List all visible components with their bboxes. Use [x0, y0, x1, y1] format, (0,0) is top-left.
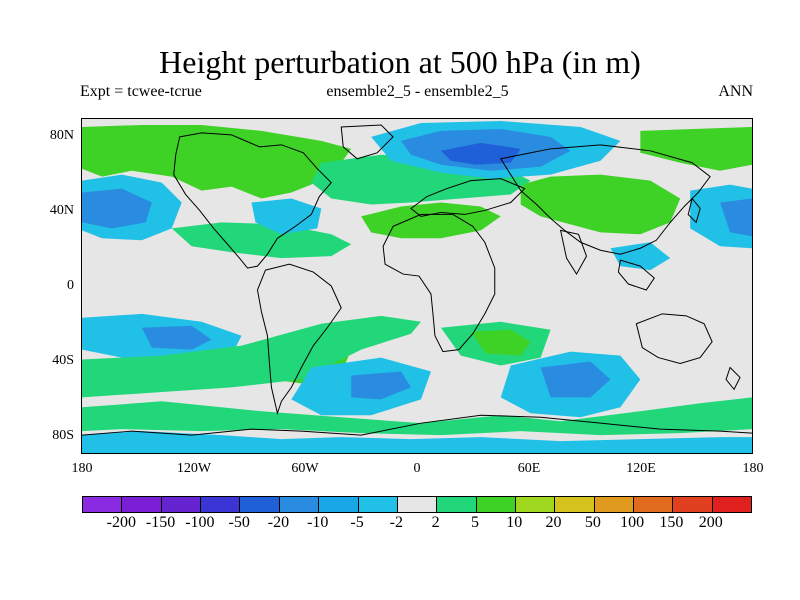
colorbar-label: -200 [106, 514, 136, 531]
contour-fill-blue-north-pacific-core [82, 188, 152, 229]
colorbar-swatch [476, 497, 516, 512]
colorbar-swatch [437, 497, 477, 512]
contour-fill-green-pacific-ne [640, 126, 752, 171]
colorbar-swatch [122, 497, 162, 512]
ensemble-label: ensemble2_5 - ensemble2_5 [326, 83, 509, 100]
contour-fill-green-atlantic-europe [361, 202, 501, 239]
coastline-australia [635, 313, 713, 365]
colorbar-label: -20 [267, 514, 290, 531]
contour-fill-blue-southern-atlantic-core [351, 371, 412, 400]
colorbar-label: 10 [506, 514, 523, 531]
lon-tick-60w: 60W [291, 461, 319, 476]
colorbar-swatch [712, 497, 752, 512]
lon-tick-180e: 180 [742, 461, 764, 476]
coastline-asia [499, 144, 711, 255]
colorbar-label: -5 [350, 514, 364, 531]
colorbar-swatch [634, 497, 674, 512]
colorbar-swatch [240, 497, 280, 512]
coastline-antarctica [82, 414, 752, 436]
colorbar-swatch [673, 497, 713, 512]
lat-tick-80n: 80N [49, 128, 74, 143]
colorbar-label: 5 [470, 514, 479, 531]
coastline-north-america [173, 132, 332, 269]
season-label: ANN [718, 83, 753, 100]
colorbar-label: 150 [659, 514, 684, 531]
contour-fill-blue-south-pacific-core [141, 325, 212, 350]
contour-fill-blue-antarctic [82, 431, 752, 453]
lon-tick-120e: 120E [626, 461, 656, 476]
experiment-label: Expt = tcwee-tcrue [80, 83, 202, 100]
coastline-southeast-asia [617, 259, 655, 291]
colorbar-swatch [201, 497, 241, 512]
coastline-new-zealand [725, 366, 741, 391]
coastline-japan [687, 197, 701, 224]
colorbar-label: 200 [698, 514, 723, 531]
coastline-south-america [256, 263, 342, 416]
lon-tick-60e: 60E [517, 461, 541, 476]
contour-fill-green-north-america [82, 124, 352, 199]
colorbar-label: -50 [228, 514, 250, 531]
colorbar-label: -150 [145, 514, 176, 531]
colorbar [82, 496, 752, 513]
height-perturbation-map [81, 118, 753, 454]
contour-fill-blue-atlantic [251, 198, 322, 235]
contour-fill-blue-south-asia [610, 242, 671, 271]
contour-fill-blue-southern-indian-core [540, 361, 611, 398]
contour-fill-green-indian [470, 329, 531, 356]
colorbar-swatch [279, 497, 320, 512]
colorbar-swatch [319, 497, 359, 512]
colorbar-label: -2 [389, 514, 403, 531]
lat-tick-0: 0 [67, 278, 74, 293]
lat-tick-40s: 40S [52, 353, 74, 368]
coastline-europe [410, 178, 526, 217]
colorbar-swatch [594, 497, 635, 512]
colorbar-swatch [397, 497, 438, 512]
contour-fill-green-south-pacific-band [82, 315, 421, 398]
colorbar-swatch [83, 497, 123, 512]
colorbar-swatch [515, 497, 556, 512]
colorbar-label: -100 [185, 514, 215, 531]
colorbar-label: 50 [584, 514, 601, 531]
colorbar-label: 2 [431, 514, 440, 531]
plot-title: Height perturbation at 500 hPa (in m) [159, 44, 641, 80]
contour-fill-green-southern-ring [82, 397, 752, 436]
colorbar-swatch [358, 497, 398, 512]
lon-tick-120w: 120W [176, 461, 212, 476]
lon-tick-180w: 180 [71, 461, 93, 476]
coastline-africa [382, 213, 496, 353]
colorbar-swatch [161, 497, 202, 512]
coastline-greenland [340, 124, 394, 160]
contour-fill-green-asia [520, 174, 681, 235]
colorbar-label: 100 [620, 514, 645, 531]
lat-tick-80s: 80S [52, 428, 74, 443]
lat-tick-40n: 40N [49, 203, 74, 218]
colorbar-swatch [555, 497, 595, 512]
coastlines [82, 124, 752, 436]
contour-fill-blue-east-asia-core [720, 198, 752, 237]
lon-tick-0: 0 [413, 461, 421, 476]
colorbar-label: 20 [545, 514, 562, 531]
colorbar-label: -10 [307, 514, 329, 531]
coastline-india [559, 229, 588, 276]
